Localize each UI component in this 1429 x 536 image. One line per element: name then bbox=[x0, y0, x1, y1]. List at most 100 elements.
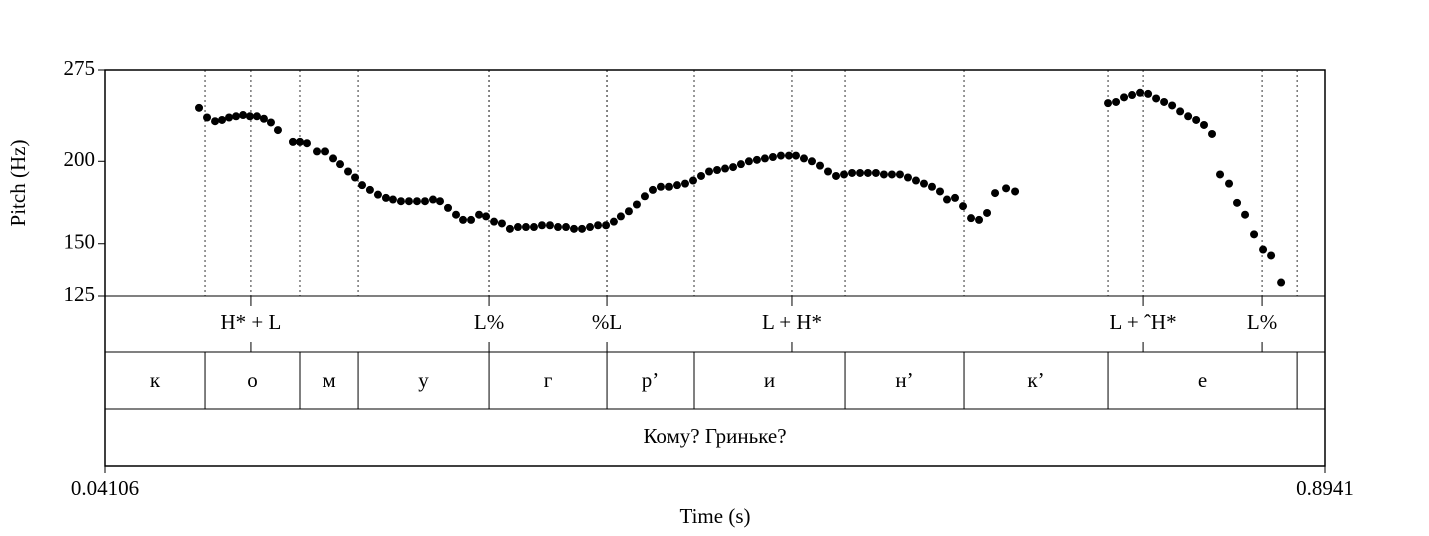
pitch-point bbox=[266, 118, 275, 127]
tone-label: L + ˆH* bbox=[1110, 310, 1177, 334]
pitch-point bbox=[344, 167, 353, 176]
pitch-point bbox=[259, 114, 268, 123]
pitch-point bbox=[358, 181, 367, 190]
pitch-point bbox=[656, 182, 665, 191]
pitch-point bbox=[444, 203, 453, 212]
pitch-point bbox=[1267, 251, 1276, 260]
segment-label: м bbox=[322, 368, 335, 392]
pitch-point bbox=[436, 197, 445, 206]
pitch-point bbox=[983, 208, 992, 217]
pitch-point bbox=[404, 197, 413, 206]
pitch-point bbox=[736, 160, 745, 169]
pitch-point bbox=[245, 112, 254, 121]
pitch-point bbox=[482, 212, 491, 221]
pitch-point bbox=[752, 155, 761, 164]
pitch-point bbox=[570, 224, 579, 233]
pitch-point bbox=[1002, 184, 1011, 193]
pitch-point bbox=[373, 190, 382, 199]
pitch-point bbox=[768, 153, 777, 162]
pitch-point bbox=[351, 173, 360, 182]
pitch-point bbox=[689, 176, 698, 185]
pitch-point bbox=[602, 221, 611, 230]
pitch-point bbox=[991, 189, 1000, 198]
pitch-point bbox=[959, 202, 968, 211]
pitch-point bbox=[195, 103, 204, 112]
pitch-point bbox=[505, 224, 514, 233]
pitch-point bbox=[1168, 101, 1177, 110]
pitch-point bbox=[273, 126, 282, 135]
pitch-point bbox=[594, 221, 603, 230]
pitch-point bbox=[975, 215, 984, 224]
pitch-point bbox=[729, 163, 738, 172]
pitch-point bbox=[1277, 278, 1286, 287]
pitch-point bbox=[721, 164, 730, 173]
pitch-point bbox=[1184, 112, 1193, 121]
pitch-point bbox=[537, 221, 546, 230]
pitch-point bbox=[856, 168, 865, 177]
pitch-point bbox=[848, 168, 857, 177]
pitch-point bbox=[911, 176, 920, 185]
pitch-point bbox=[232, 112, 241, 121]
pitch-point bbox=[1259, 245, 1268, 254]
tone-label: L + H* bbox=[762, 310, 822, 334]
pitch-point bbox=[562, 223, 571, 232]
pitch-point bbox=[225, 113, 234, 122]
segment-label: н’ bbox=[895, 368, 913, 392]
x-tick-label: 0.8941 bbox=[1296, 476, 1354, 500]
pitch-point bbox=[951, 193, 960, 202]
pitch-point bbox=[467, 215, 476, 224]
pitch-point bbox=[664, 182, 673, 191]
pitch-point bbox=[513, 223, 522, 232]
pitch-point bbox=[1128, 91, 1137, 100]
pitch-point bbox=[1241, 210, 1250, 219]
tone-label: H* + L bbox=[221, 310, 282, 334]
pitch-point bbox=[919, 179, 928, 188]
pitch-point bbox=[1225, 179, 1234, 188]
segment-label: у bbox=[418, 368, 429, 392]
pitch-point bbox=[744, 157, 753, 166]
pitch-point bbox=[705, 167, 714, 176]
pitch-point bbox=[252, 112, 261, 121]
y-tick-label: 125 bbox=[64, 282, 96, 306]
pitch-point bbox=[396, 197, 405, 206]
pitch-point bbox=[420, 197, 429, 206]
pitch-point bbox=[452, 210, 461, 219]
segment-label: к’ bbox=[1027, 368, 1044, 392]
pitch-point bbox=[302, 139, 311, 148]
pitch-point bbox=[943, 195, 952, 204]
pitch-point bbox=[816, 161, 825, 170]
pitch-point bbox=[545, 221, 554, 230]
phrase-label: Кому? Гриньке? bbox=[643, 424, 786, 448]
pitch-point bbox=[203, 113, 212, 122]
pitch-point bbox=[381, 193, 390, 202]
y-tick-label: 150 bbox=[64, 230, 96, 254]
pitch-point bbox=[807, 157, 816, 166]
y-tick-label: 200 bbox=[64, 147, 96, 171]
pitch-point bbox=[1144, 89, 1153, 98]
pitch-point bbox=[648, 185, 657, 194]
tone-label: %L bbox=[592, 310, 622, 334]
pitch-point bbox=[799, 154, 808, 163]
pitch-point bbox=[1208, 129, 1217, 138]
pitch-point bbox=[586, 223, 595, 232]
pitch-point bbox=[529, 223, 538, 232]
pitch-point bbox=[632, 200, 641, 209]
pitch-point bbox=[760, 154, 769, 163]
pitch-point bbox=[1176, 107, 1185, 116]
pitch-point bbox=[824, 167, 833, 176]
pitch-point bbox=[490, 217, 499, 226]
pitch-point bbox=[1192, 115, 1201, 124]
pitch-point bbox=[1104, 99, 1113, 108]
pitch-point bbox=[1120, 93, 1129, 102]
pitch-point bbox=[871, 168, 880, 177]
segment-label: о bbox=[247, 368, 258, 392]
pitch-point bbox=[879, 170, 888, 179]
pitch-point bbox=[521, 223, 530, 232]
pitch-point bbox=[616, 212, 625, 221]
pitch-point bbox=[680, 179, 689, 188]
pitch-point bbox=[967, 214, 976, 223]
x-tick-label: 0.04106 bbox=[71, 476, 139, 500]
y-tick-label: 275 bbox=[64, 56, 96, 80]
pitch-point bbox=[784, 151, 793, 160]
segment-label: р’ bbox=[642, 368, 660, 392]
